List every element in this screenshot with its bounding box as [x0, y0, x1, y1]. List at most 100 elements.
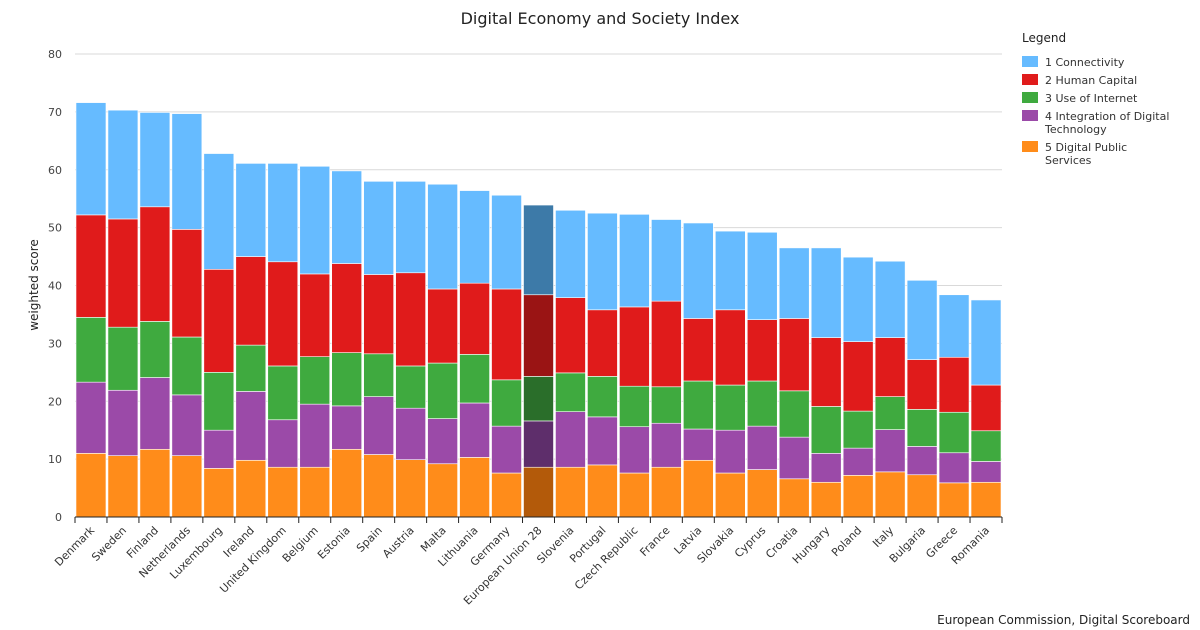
- bar-united-kingdom-1-connectivity[interactable]: [267, 163, 299, 263]
- bar-czech-republic-5-digital-public-services[interactable]: [619, 472, 650, 518]
- bar-italy-5-digital-public-services[interactable]: [874, 471, 906, 518]
- bar-european-union-28-3-use-of-internet[interactable]: [523, 376, 554, 422]
- bar-austria-4-integration-of-digital-technology[interactable]: [395, 407, 426, 461]
- bar-stack-denmark[interactable]: [75, 102, 107, 518]
- legend-item-1-connectivity[interactable]: 1 Connectivity: [1022, 56, 1125, 69]
- bar-portugal-3-use-of-internet[interactable]: [587, 376, 618, 418]
- bar-sweden-5-digital-public-services[interactable]: [107, 455, 139, 518]
- bar-poland-2-human-capital[interactable]: [842, 341, 874, 412]
- bar-denmark-4-integration-of-digital-technology[interactable]: [75, 381, 107, 454]
- bar-stack-lithuania[interactable]: [459, 190, 490, 518]
- bar-spain-2-human-capital[interactable]: [363, 274, 394, 355]
- bar-european-union-28-2-human-capital[interactable]: [523, 294, 554, 377]
- bar-ireland-3-use-of-internet[interactable]: [235, 344, 267, 392]
- bar-austria-3-use-of-internet[interactable]: [395, 365, 426, 409]
- bar-croatia-2-human-capital[interactable]: [778, 318, 810, 392]
- bar-romania-1-connectivity[interactable]: [970, 299, 1002, 386]
- bar-romania-4-integration-of-digital-technology[interactable]: [970, 461, 1002, 483]
- bar-italy-3-use-of-internet[interactable]: [874, 396, 906, 430]
- bar-germany-2-human-capital[interactable]: [491, 288, 522, 381]
- bar-malta-2-human-capital[interactable]: [427, 288, 458, 364]
- bar-stack-hungary[interactable]: [810, 247, 842, 518]
- bar-latvia-3-use-of-internet[interactable]: [683, 380, 714, 430]
- bar-poland-3-use-of-internet[interactable]: [842, 410, 874, 449]
- bar-netherlands-4-integration-of-digital-technology[interactable]: [171, 394, 203, 456]
- bar-italy-1-connectivity[interactable]: [874, 260, 906, 338]
- bar-european-union-28-1-connectivity[interactable]: [523, 204, 554, 296]
- bar-romania-2-human-capital[interactable]: [970, 384, 1002, 432]
- bar-spain-5-digital-public-services[interactable]: [363, 454, 394, 518]
- bar-finland-4-integration-of-digital-technology[interactable]: [139, 377, 171, 450]
- bar-cyprus-2-human-capital[interactable]: [746, 319, 778, 382]
- bar-denmark-3-use-of-internet[interactable]: [75, 317, 107, 383]
- bar-slovakia-4-integration-of-digital-technology[interactable]: [714, 429, 746, 474]
- bar-luxembourg-3-use-of-internet[interactable]: [203, 372, 235, 431]
- bar-finland-1-connectivity[interactable]: [139, 112, 171, 208]
- bar-poland-1-connectivity[interactable]: [842, 256, 874, 342]
- bar-greece-2-human-capital[interactable]: [938, 356, 970, 413]
- bar-slovenia-4-integration-of-digital-technology[interactable]: [555, 411, 586, 468]
- bar-estonia-2-human-capital[interactable]: [331, 263, 363, 353]
- bar-slovakia-1-connectivity[interactable]: [714, 230, 746, 311]
- bar-france-3-use-of-internet[interactable]: [651, 386, 682, 424]
- bar-italy-4-integration-of-digital-technology[interactable]: [874, 429, 906, 473]
- bar-czech-republic-1-connectivity[interactable]: [619, 214, 650, 308]
- bar-stack-luxembourg[interactable]: [203, 153, 235, 518]
- bar-belgium-3-use-of-internet[interactable]: [299, 356, 331, 405]
- bar-denmark-1-connectivity[interactable]: [75, 102, 107, 216]
- bar-sweden-4-integration-of-digital-technology[interactable]: [107, 389, 139, 456]
- bar-stack-romania[interactable]: [970, 299, 1002, 518]
- bar-greece-3-use-of-internet[interactable]: [938, 411, 970, 454]
- bar-stack-portugal[interactable]: [587, 212, 618, 518]
- bar-hungary-4-integration-of-digital-technology[interactable]: [810, 453, 842, 483]
- bar-stack-italy[interactable]: [874, 260, 906, 518]
- bar-united-kingdom-4-integration-of-digital-technology[interactable]: [267, 419, 299, 468]
- bar-romania-3-use-of-internet[interactable]: [970, 430, 1002, 462]
- bar-austria-1-connectivity[interactable]: [395, 181, 426, 274]
- bar-belgium-5-digital-public-services[interactable]: [299, 466, 331, 518]
- bar-stack-austria[interactable]: [395, 181, 426, 518]
- bar-bulgaria-1-connectivity[interactable]: [906, 279, 938, 360]
- bar-stack-slovakia[interactable]: [714, 230, 746, 518]
- bar-stack-czech-republic[interactable]: [619, 214, 650, 518]
- bar-stack-malta[interactable]: [427, 183, 458, 518]
- bar-estonia-5-digital-public-services[interactable]: [331, 448, 363, 518]
- bar-luxembourg-1-connectivity[interactable]: [203, 153, 235, 270]
- bar-czech-republic-2-human-capital[interactable]: [619, 306, 650, 387]
- bar-netherlands-1-connectivity[interactable]: [171, 113, 203, 230]
- bar-portugal-2-human-capital[interactable]: [587, 309, 618, 377]
- bar-united-kingdom-5-digital-public-services[interactable]: [267, 466, 299, 518]
- bar-luxembourg-5-digital-public-services[interactable]: [203, 468, 235, 518]
- bar-germany-3-use-of-internet[interactable]: [491, 379, 522, 427]
- bar-finland-3-use-of-internet[interactable]: [139, 321, 171, 378]
- bar-luxembourg-4-integration-of-digital-technology[interactable]: [203, 429, 235, 469]
- bar-hungary-1-connectivity[interactable]: [810, 247, 842, 338]
- bar-finland-2-human-capital[interactable]: [139, 206, 171, 322]
- bar-slovenia-3-use-of-internet[interactable]: [555, 372, 586, 412]
- bar-denmark-5-digital-public-services[interactable]: [75, 453, 107, 518]
- bar-spain-1-connectivity[interactable]: [363, 181, 394, 275]
- bar-stack-poland[interactable]: [842, 256, 874, 518]
- bar-hungary-5-digital-public-services[interactable]: [810, 481, 842, 518]
- bar-estonia-4-integration-of-digital-technology[interactable]: [331, 405, 363, 450]
- bar-lithuania-4-integration-of-digital-technology[interactable]: [459, 402, 490, 458]
- bar-stack-european-union-28[interactable]: [523, 204, 554, 518]
- bar-bulgaria-4-integration-of-digital-technology[interactable]: [906, 446, 938, 476]
- bar-slovakia-3-use-of-internet[interactable]: [714, 384, 746, 431]
- bar-netherlands-5-digital-public-services[interactable]: [171, 455, 203, 518]
- bar-stack-latvia[interactable]: [683, 222, 714, 518]
- bar-spain-4-integration-of-digital-technology[interactable]: [363, 396, 394, 455]
- bar-czech-republic-4-integration-of-digital-technology[interactable]: [619, 426, 650, 474]
- bar-malta-5-digital-public-services[interactable]: [427, 463, 458, 518]
- bar-hungary-3-use-of-internet[interactable]: [810, 406, 842, 454]
- bar-united-kingdom-2-human-capital[interactable]: [267, 261, 299, 367]
- bar-cyprus-5-digital-public-services[interactable]: [746, 469, 778, 518]
- bar-france-5-digital-public-services[interactable]: [651, 466, 682, 518]
- bar-stack-germany[interactable]: [491, 194, 522, 518]
- bar-netherlands-2-human-capital[interactable]: [171, 229, 203, 338]
- bar-hungary-2-human-capital[interactable]: [810, 337, 842, 407]
- bar-slovenia-5-digital-public-services[interactable]: [555, 466, 586, 518]
- bar-bulgaria-2-human-capital[interactable]: [906, 359, 938, 410]
- legend-item-2-human-capital[interactable]: 2 Human Capital: [1022, 74, 1137, 87]
- bar-cyprus-3-use-of-internet[interactable]: [746, 380, 778, 427]
